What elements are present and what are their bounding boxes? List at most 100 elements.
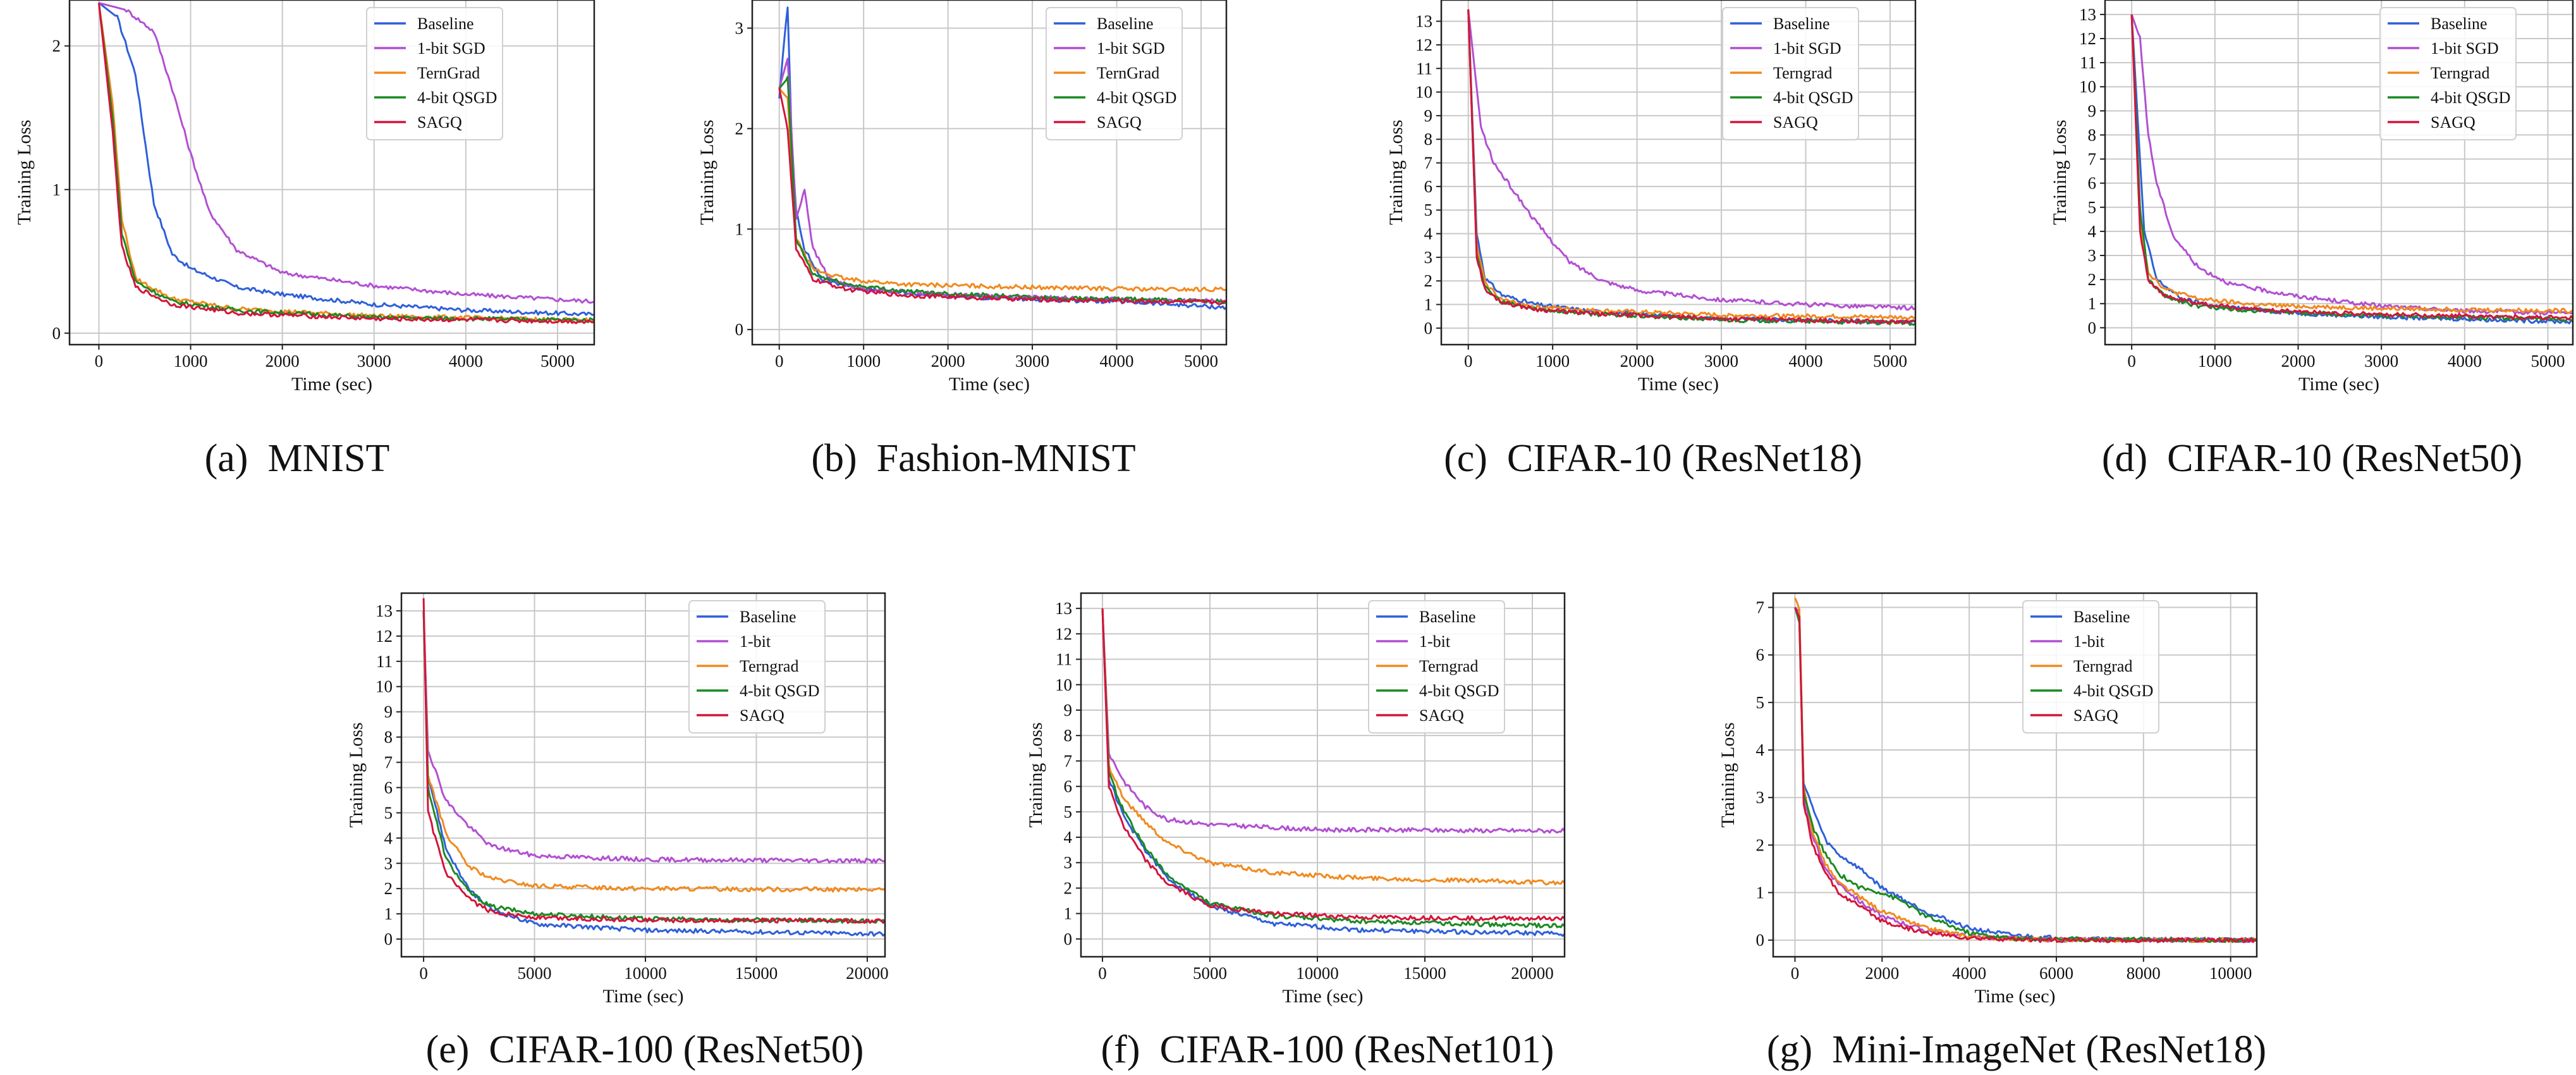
legend-label: Baseline bbox=[2073, 608, 2130, 626]
x-tick-label: 10000 bbox=[1296, 964, 1339, 983]
y-tick-label: 2 bbox=[52, 37, 61, 56]
y-tick-label: 1 bbox=[52, 180, 61, 199]
y-axis-label: Training Loss bbox=[346, 722, 367, 827]
series-line-1-bit-sgd bbox=[98, 2, 595, 304]
x-tick-label: 5000 bbox=[540, 352, 575, 371]
chart-svg-cifar10-resnet18: 0 1000 2000 3000 4000 5000012345678910111213T… bbox=[1386, 0, 1917, 395]
chart-panel-mini-imagenet: 0 2000 4000 6000 8000 10000 0 1 2 3 4 5 6 7 Time (sec)… bbox=[1700, 585, 2333, 1075]
y-tick-label: 4 bbox=[1424, 224, 1433, 243]
caption-fashion-mnist: (b) Fashion-MNIST bbox=[811, 437, 1136, 480]
plot-frame bbox=[2104, 0, 2574, 346]
y-tick-label: 10 bbox=[375, 677, 393, 696]
chart-svg-fashion-mnist: 0 1000 2000 3000 4000 5000 0 1 2 3 Time (sec) Train… bbox=[697, 0, 1228, 395]
legend-label: Terngrad bbox=[740, 657, 798, 675]
legend-box bbox=[2379, 7, 2517, 140]
y-tick-label: 11 bbox=[2080, 53, 2096, 72]
series-line-sagq bbox=[1467, 9, 1917, 325]
y-tick-label: 2 bbox=[384, 879, 393, 898]
y-tick-label: 12 bbox=[375, 627, 393, 646]
chart-svg-mini-imagenet: 0 2000 4000 6000 8000 10000 0 1 2 3 4 5 6 7 Time (sec)… bbox=[1718, 592, 2258, 1007]
plot-frame bbox=[1772, 592, 2258, 958]
series-line-terngrad bbox=[778, 87, 1227, 292]
x-tick-label: 15000 bbox=[735, 964, 778, 983]
y-tick-label: 13 bbox=[1055, 599, 1072, 618]
plot-frame bbox=[400, 592, 886, 958]
legend-box bbox=[688, 600, 826, 734]
y-tick-label: 1 bbox=[384, 904, 393, 923]
y-tick-label: 0 bbox=[2088, 318, 2097, 337]
y-tick-label: 3 bbox=[735, 18, 744, 37]
y-tick-label: 8 bbox=[1064, 726, 1073, 745]
legend-label: 1-bit bbox=[2073, 632, 2105, 651]
y-tick-label: 1 bbox=[1756, 883, 1765, 902]
y-tick-label: 5 bbox=[1064, 802, 1073, 821]
x-axis-label: Time (sec) bbox=[1282, 986, 1363, 1007]
series-line-terngrad bbox=[1101, 608, 1566, 886]
y-tick-label: 5 bbox=[384, 803, 393, 822]
y-axis-label: Training Loss bbox=[1718, 722, 1738, 827]
y-tick-label: 4 bbox=[2088, 222, 2097, 241]
x-tick-label: 10000 bbox=[624, 964, 667, 983]
y-tick-label: 6 bbox=[1756, 646, 1765, 665]
series-line-sagq bbox=[1101, 608, 1566, 921]
y-tick-label: 0 bbox=[384, 930, 393, 949]
series-line-4-bit-qsgd bbox=[97, 3, 595, 323]
legend-label: Terngrad bbox=[1773, 64, 1832, 82]
x-tick-label: 0 bbox=[2127, 352, 2136, 371]
legend-label: 4-bit QSGD bbox=[417, 89, 497, 107]
y-axis-label: Training Loss bbox=[697, 120, 717, 224]
y-tick-label: 3 bbox=[1064, 853, 1073, 872]
x-tick-label: 0 bbox=[95, 352, 104, 371]
x-tick-label: 15000 bbox=[1403, 964, 1446, 983]
x-tick-label: 4000 bbox=[1100, 352, 1134, 371]
y-tick-label: 0 bbox=[735, 320, 744, 339]
chart-panel-cifar10-resnet18: 0 1000 2000 3000 4000 5000 0 1 2 3 4 5 6 7 8 9 10 11 12 13 T… bbox=[1309, 0, 1934, 493]
x-tick-label: 1000 bbox=[2198, 352, 2232, 371]
chart-svg-cifar100-resnet101: 0 5000 10000 15000 20000012345678910111213Ti… bbox=[1025, 592, 1566, 1007]
series-line-baseline bbox=[422, 610, 886, 937]
y-tick-label: 1 bbox=[1424, 295, 1433, 314]
x-axis-label: Time (sec) bbox=[949, 374, 1030, 395]
y-tick-label: 5 bbox=[1424, 200, 1433, 219]
legend-label: 4-bit QSGD bbox=[1773, 89, 1853, 107]
legend-box bbox=[1046, 7, 1183, 140]
y-tick-label: 4 bbox=[1756, 740, 1765, 759]
legend: Baseline 1-bit Terngrad 4-bit QSGD SAGQ bbox=[1368, 600, 1505, 734]
x-tick-label: 3000 bbox=[1704, 352, 1738, 371]
legend-box bbox=[2022, 600, 2159, 734]
x-tick-label: 8000 bbox=[2127, 964, 2161, 983]
legend-box bbox=[1722, 7, 1859, 140]
legend-label: SAGQ bbox=[417, 113, 462, 132]
series-line-sagq bbox=[2130, 14, 2574, 321]
x-tick-label: 0 bbox=[775, 352, 784, 371]
y-tick-label: 10 bbox=[2079, 77, 2096, 96]
y-tick-label: 4 bbox=[1064, 828, 1073, 847]
x-tick-label: 4000 bbox=[449, 352, 483, 371]
y-tick-label: 10 bbox=[1055, 675, 1072, 694]
y-tick-label: 1 bbox=[1064, 904, 1073, 923]
y-tick-label: 7 bbox=[1756, 598, 1765, 617]
y-tick-label: 10 bbox=[1415, 83, 1432, 102]
legend-label: Baseline bbox=[1419, 608, 1476, 626]
x-tick-label: 0 bbox=[1098, 964, 1107, 983]
y-tick-label: 9 bbox=[2088, 101, 2097, 120]
legend-label: 4-bit QSGD bbox=[2073, 682, 2153, 700]
x-tick-label: 2000 bbox=[1865, 964, 1899, 983]
caption-mnist: (a) MNIST bbox=[204, 437, 390, 480]
legend-label: TernGrad bbox=[1097, 64, 1159, 82]
plot-frame bbox=[751, 0, 1228, 346]
series-line-sagq bbox=[778, 88, 1228, 305]
y-tick-label: 7 bbox=[1064, 751, 1073, 770]
chart-svg-cifar10-resnet50: 0 1000 2000 3000 4000 5000012345678910111213T… bbox=[2049, 0, 2574, 395]
x-tick-label: 4000 bbox=[2448, 352, 2482, 371]
y-tick-label: 3 bbox=[2088, 246, 2097, 265]
y-axis-label: Training Loss bbox=[14, 120, 35, 224]
legend-label: Baseline bbox=[417, 15, 474, 33]
x-tick-label: 3000 bbox=[2364, 352, 2398, 371]
x-tick-label: 5000 bbox=[1184, 352, 1218, 371]
x-tick-label: 0 bbox=[1791, 964, 1800, 983]
legend: Baseline 1-bit SGD TernGrad 4-bit QSGD SAGQ bbox=[366, 7, 503, 140]
x-tick-label: 20000 bbox=[846, 964, 889, 983]
legend-label: Baseline bbox=[740, 608, 797, 626]
series-line-sagq bbox=[422, 598, 886, 924]
